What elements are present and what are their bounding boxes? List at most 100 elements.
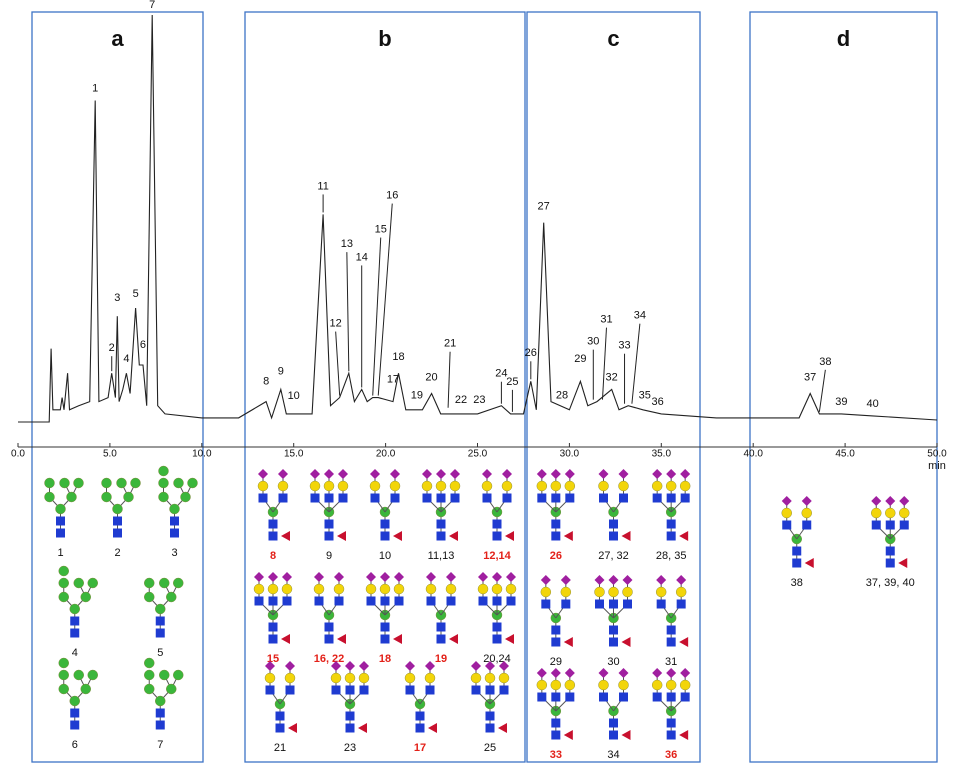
glycan-label: 20,24 — [483, 653, 511, 665]
glcnac — [595, 599, 604, 609]
panel-letter: a — [111, 26, 124, 51]
glcnac — [70, 720, 80, 730]
glcnac — [492, 531, 502, 541]
glcnac — [782, 520, 792, 530]
glcnac — [268, 596, 278, 606]
glcnac — [680, 692, 690, 702]
galactose — [622, 586, 633, 598]
glycan-structure — [144, 577, 184, 638]
fucose — [498, 723, 507, 733]
glcnac — [56, 516, 65, 526]
peak-leader — [377, 203, 393, 396]
mannose — [155, 603, 166, 615]
glcnac — [394, 596, 404, 606]
sialic-acid — [885, 496, 896, 506]
galactose — [505, 583, 517, 595]
peak-label: 36 — [651, 396, 663, 408]
peak-label: 33 — [618, 340, 630, 352]
mannose — [73, 669, 84, 681]
sialic-acid — [618, 469, 629, 479]
sialic-acid — [499, 661, 509, 671]
glcnac — [492, 634, 502, 644]
galactose — [425, 583, 437, 595]
galactose — [358, 672, 370, 684]
galactose — [665, 480, 677, 492]
glcnac — [599, 493, 608, 503]
sialic-acid — [564, 668, 575, 678]
sialic-acid — [608, 575, 619, 585]
mannose — [159, 577, 170, 589]
mannose — [73, 577, 84, 589]
galactose — [253, 583, 265, 595]
galactose — [899, 507, 910, 519]
sialic-acid — [652, 469, 663, 479]
peak-label: 24 — [495, 368, 507, 380]
glcnac — [268, 531, 278, 541]
glcnac — [802, 520, 812, 530]
glcnac — [310, 493, 320, 503]
glcnac — [345, 711, 355, 721]
glcnac — [551, 493, 561, 503]
galactose — [801, 507, 812, 519]
glcnac — [436, 634, 446, 644]
fucose — [393, 531, 402, 541]
fucose — [449, 531, 458, 541]
sialic-acid — [564, 469, 575, 479]
sialic-acid — [485, 661, 495, 671]
fucose — [337, 531, 346, 541]
glycan-structure — [313, 572, 346, 644]
sialic-acid — [506, 572, 516, 582]
glcnac — [324, 519, 334, 529]
sialic-acid — [871, 496, 882, 506]
glcnac — [450, 493, 460, 503]
mannose — [58, 591, 69, 603]
peak-label: 34 — [634, 310, 646, 322]
galactose — [679, 679, 691, 691]
glycan-label: 18 — [379, 653, 391, 665]
sialic-acid — [258, 469, 268, 479]
galactose — [267, 583, 279, 595]
panel-frame — [526, 11, 701, 763]
glycan-structure — [369, 469, 402, 541]
galactose — [365, 583, 377, 595]
glycan-label: 28, 35 — [656, 550, 687, 562]
mannose — [123, 491, 134, 503]
galactose — [618, 480, 629, 492]
glcnac — [282, 596, 292, 606]
galactose — [389, 480, 401, 492]
peak-label: 27 — [538, 200, 550, 212]
fucose — [804, 558, 814, 568]
glycan-label: 27, 32 — [598, 550, 629, 562]
fucose — [505, 531, 514, 541]
glcnac — [565, 493, 575, 503]
mannose — [144, 669, 155, 681]
glcnac — [275, 723, 285, 733]
glcnac — [485, 685, 495, 695]
peak-label: 11 — [317, 180, 328, 192]
glcnac — [436, 531, 446, 541]
glycan-structure — [421, 469, 461, 541]
glycan-structure — [101, 477, 141, 538]
sialic-acid — [680, 469, 691, 479]
x-tick-label: 45.0 — [835, 449, 855, 460]
sialic-acid — [370, 469, 380, 479]
fucose — [449, 634, 458, 644]
sialic-acid — [598, 668, 609, 678]
mannose — [87, 669, 98, 681]
glcnac — [380, 519, 390, 529]
galactose — [449, 480, 461, 492]
glcnac — [370, 493, 380, 503]
glycan-label: 17 — [414, 742, 426, 754]
glycan-label: 5 — [157, 647, 163, 659]
glycan-structure — [470, 661, 510, 733]
fucose — [337, 634, 346, 644]
glcnac — [70, 628, 80, 638]
glycan-label: 25 — [484, 742, 496, 754]
glcnac — [331, 685, 341, 695]
sialic-acid — [478, 572, 488, 582]
fucose — [621, 531, 631, 541]
peak-leader — [818, 369, 826, 412]
glcnac — [792, 558, 802, 568]
peak-label: 8 — [263, 376, 269, 388]
